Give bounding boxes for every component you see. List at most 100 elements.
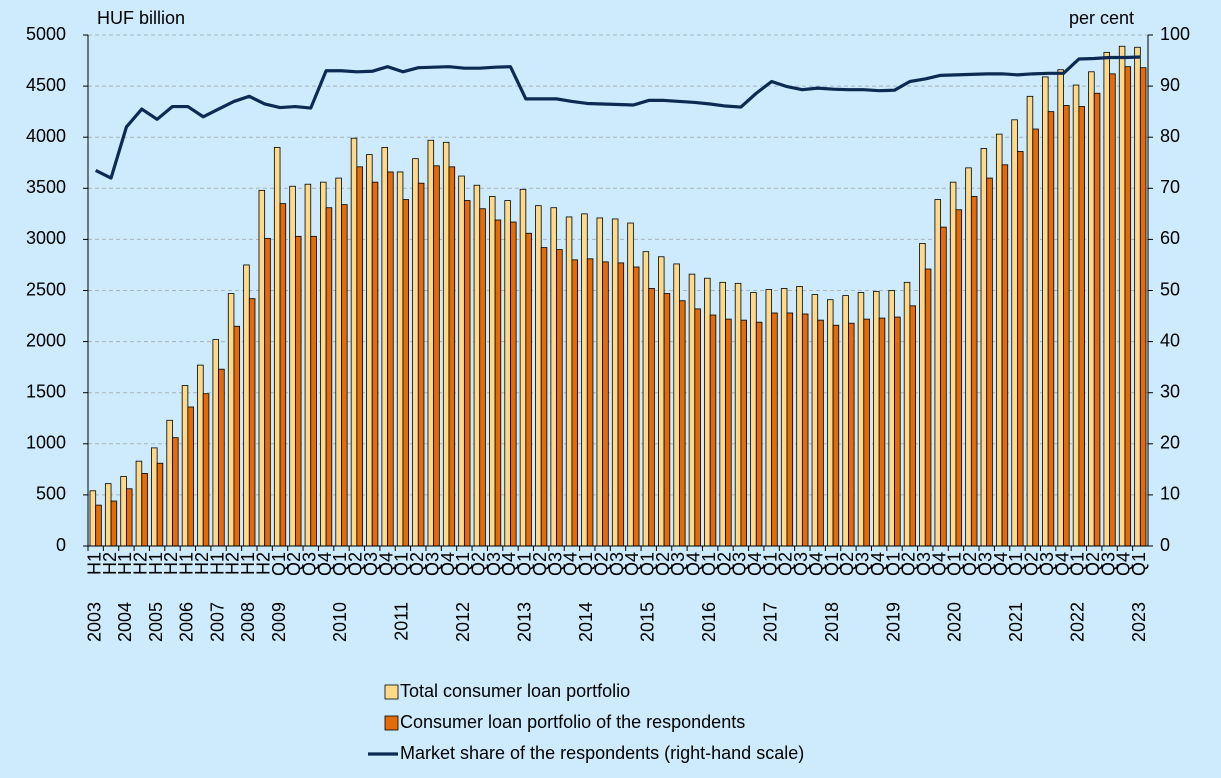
bar [494, 219, 502, 547]
x-tick-label: Q3 [1098, 552, 1118, 576]
bar [519, 188, 527, 547]
bar [473, 184, 481, 547]
y-tick-label: 4000 [26, 126, 66, 146]
bar [310, 235, 317, 547]
bar [463, 200, 471, 547]
y2-tick-label: 100 [1160, 24, 1190, 44]
x-tick-label: Q3 [730, 552, 750, 576]
bar [341, 204, 348, 547]
y-tick-label: 2000 [26, 330, 66, 350]
bar [442, 141, 450, 547]
bar [1134, 46, 1141, 547]
bar [709, 314, 717, 547]
bar [673, 263, 680, 547]
x-tick-label: Q4 [376, 552, 396, 576]
bar [366, 154, 373, 547]
bar [894, 316, 901, 547]
bar [525, 232, 532, 547]
bar [320, 181, 327, 547]
bar [458, 175, 465, 547]
y2-axis-label: per cent [1069, 8, 1134, 28]
y-tick-label: 0 [56, 535, 66, 555]
bar [704, 277, 711, 547]
y2-tick-label: 0 [1160, 535, 1170, 555]
bar [1078, 106, 1085, 547]
bar [586, 258, 594, 547]
bar [135, 460, 143, 547]
x-tick-label: Q1 [515, 552, 535, 576]
bar [734, 282, 742, 547]
x-tick-label: H2 [192, 552, 212, 575]
x-group-label: 2004 [115, 602, 135, 642]
x-tick-label: H1 [238, 552, 258, 575]
bar [156, 462, 164, 547]
x-tick-label: Q3 [975, 552, 995, 576]
x-group-label: 2010 [330, 602, 350, 642]
bar [540, 247, 548, 547]
y2-tick-label: 20 [1160, 433, 1180, 453]
bar [581, 213, 588, 547]
bar [535, 205, 542, 547]
bar [811, 294, 819, 547]
x-tick-label: Q1 [822, 552, 842, 576]
x-tick-label: Q2 [653, 552, 673, 576]
bar [863, 318, 870, 547]
bar [279, 203, 287, 547]
bar [412, 158, 419, 547]
x-group-label: 2003 [84, 602, 104, 642]
x-tick-label: Q4 [1114, 552, 1134, 576]
bar [120, 476, 127, 547]
x-tick-label: Q1 [637, 552, 657, 576]
x-tick-label: Q2 [714, 552, 734, 576]
bar [1072, 84, 1080, 547]
bar [878, 317, 886, 547]
x-group-label: 2015 [637, 602, 657, 642]
x-tick-label: Q3 [300, 552, 320, 576]
legend-swatch [384, 715, 399, 731]
x-tick-label: Q4 [1052, 552, 1072, 576]
bar [965, 167, 972, 547]
y2-tick-label: 10 [1160, 484, 1180, 504]
bar [719, 281, 726, 547]
bar [750, 292, 757, 547]
bar [294, 235, 302, 547]
bar [151, 447, 158, 547]
x-tick-label: H2 [223, 552, 243, 575]
bar [356, 166, 363, 547]
bar [919, 243, 926, 547]
x-tick-label: Q1 [1068, 552, 1088, 576]
bar [970, 196, 978, 547]
y-tick-label: 3000 [26, 228, 66, 248]
x-tick-label: Q1 [760, 552, 780, 576]
bar [335, 177, 342, 547]
y2-tick-label: 90 [1160, 75, 1180, 95]
x-tick-label: Q1 [883, 552, 903, 576]
bar [940, 226, 947, 547]
bar [648, 288, 655, 547]
x-tick-label: Q3 [853, 552, 873, 576]
bar [1017, 151, 1024, 547]
bar [510, 221, 517, 547]
bar [289, 185, 296, 547]
x-tick-label: Q1 [945, 552, 965, 576]
bar [181, 385, 189, 547]
bar [141, 473, 148, 547]
x-tick-label: Q2 [837, 552, 857, 576]
bar [402, 199, 410, 547]
bar [243, 264, 250, 547]
bar [632, 266, 640, 547]
bar [104, 483, 112, 547]
x-tick-label: Q3 [607, 552, 627, 576]
bar [504, 200, 511, 547]
bar [1109, 73, 1116, 547]
x-group-label: 2012 [453, 602, 473, 642]
bar [679, 300, 686, 547]
x-tick-label: Q1 [576, 552, 596, 576]
y-tick-label: 3500 [26, 177, 66, 197]
x-tick-label: H1 [177, 552, 197, 575]
x-tick-label: Q3 [914, 552, 934, 576]
bar [955, 209, 963, 547]
bar [1026, 95, 1034, 547]
y2-tick-label: 30 [1160, 381, 1180, 401]
